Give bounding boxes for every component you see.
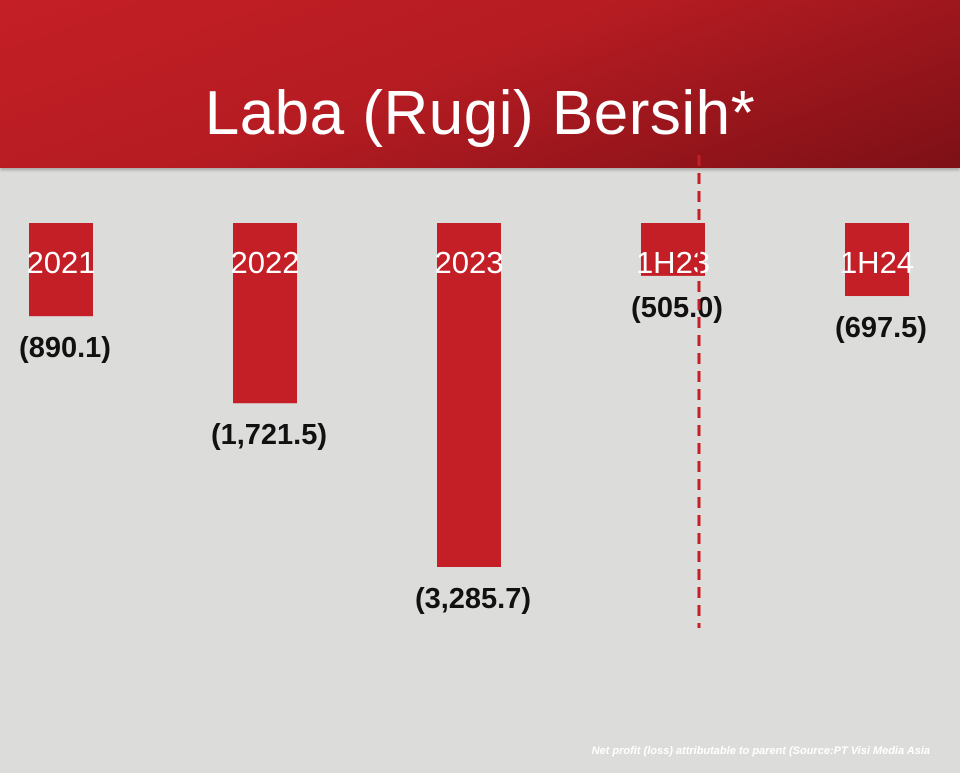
header-banner: Laba (Rugi) Bersih*	[0, 0, 960, 168]
footnote: Net profit (loss) attributable to parent…	[591, 745, 930, 757]
category-label-2023: 2023	[435, 245, 504, 280]
category-label-2022: 2022	[231, 245, 300, 280]
bar-2023	[437, 223, 501, 567]
value-label-1h24: (697.5)	[835, 312, 927, 344]
value-label-1h23: (505.0)	[631, 292, 723, 324]
bar-2022	[233, 223, 297, 404]
category-label-1h24: 1H24	[840, 245, 914, 280]
value-label-2023: (3,285.7)	[415, 583, 531, 615]
bar-2021	[29, 223, 93, 317]
value-label-2022: (1,721.5)	[211, 419, 327, 451]
bar-1h24	[845, 223, 909, 297]
category-label-2021: 2021	[27, 245, 96, 280]
bar-1h23	[641, 223, 705, 276]
chart-title: Laba (Rugi) Bersih*	[204, 79, 756, 148]
value-label-2021: (890.1)	[19, 332, 111, 364]
